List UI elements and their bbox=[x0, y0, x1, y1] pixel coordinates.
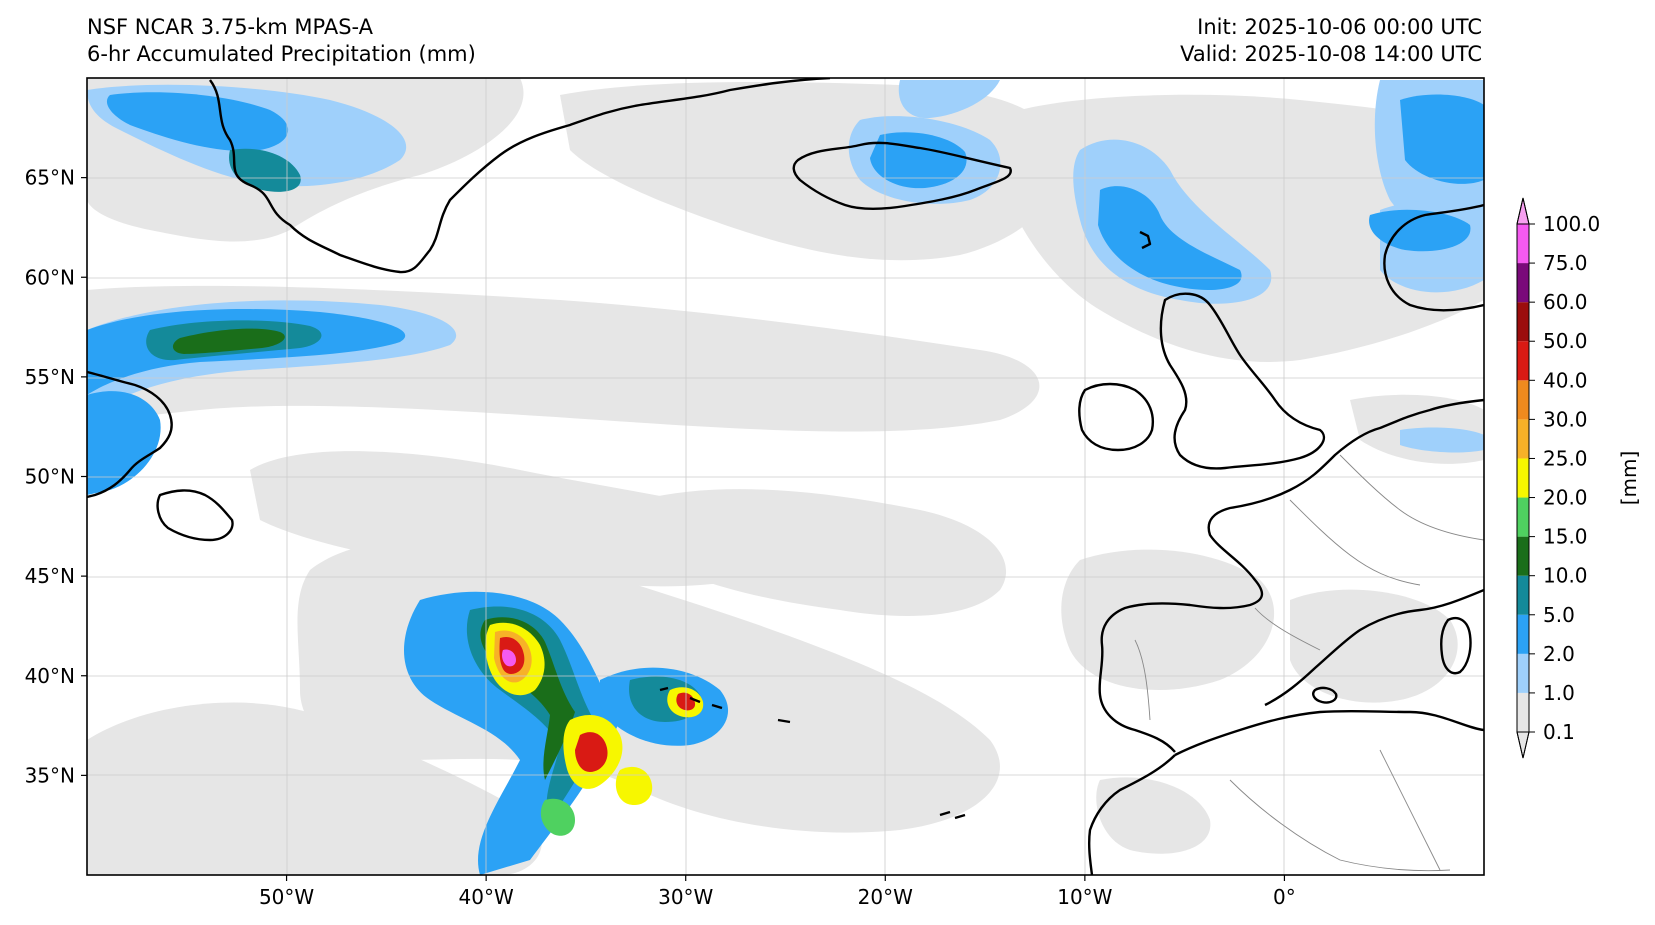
colorbar-segment bbox=[1517, 302, 1529, 342]
labrador-coast bbox=[87, 370, 173, 499]
colorbar-tick-label: 40.0 bbox=[1543, 368, 1588, 392]
lat-tick-label: 35°N bbox=[25, 763, 75, 787]
valid-time: Valid: 2025-10-08 14:00 UTC bbox=[1180, 42, 1482, 66]
lat-axis: 65°N 60°N 55°N 50°N 45°N 40°N 35°N bbox=[25, 166, 87, 787]
lon-tick-label: 10°W bbox=[1057, 885, 1112, 909]
colorbar-segment bbox=[1517, 497, 1529, 537]
lon-tick-label: 30°W bbox=[658, 885, 713, 909]
lon-tick-label: 40°W bbox=[459, 885, 514, 909]
colorbar-extend-max bbox=[1516, 197, 1530, 225]
colorbar-segment bbox=[1517, 614, 1529, 654]
lon-tick-label: 50°W bbox=[259, 885, 314, 909]
colorbar-tick-label: 5.0 bbox=[1543, 603, 1575, 627]
colorbar-segment bbox=[1517, 419, 1529, 459]
ireland-coast bbox=[1078, 382, 1154, 452]
azores-coast bbox=[659, 686, 791, 724]
field-title: 6-hr Accumulated Precipitation (mm) bbox=[87, 42, 476, 66]
model-title: NSF NCAR 3.75-km MPAS-A bbox=[87, 15, 374, 39]
colorbar-tick-label: 10.0 bbox=[1543, 564, 1588, 588]
colorbar-segment bbox=[1517, 653, 1529, 693]
colorbar-segment bbox=[1517, 263, 1529, 303]
init-time: Init: 2025-10-06 00:00 UTC bbox=[1197, 15, 1482, 39]
balearic-coast bbox=[1312, 686, 1338, 704]
colorbar-unit-label: [mm] bbox=[1617, 451, 1641, 506]
colorbar-tick-label: 75.0 bbox=[1543, 251, 1588, 275]
colorbar-tick-label: 15.0 bbox=[1543, 525, 1588, 549]
lon-axis: 50°W 40°W 30°W 20°W 10°W 0° bbox=[259, 875, 1296, 909]
mediterranean-north-coast bbox=[1264, 588, 1484, 707]
colorbar-extend-min bbox=[1516, 731, 1530, 759]
country-borders bbox=[1134, 454, 1484, 872]
sardinia-coast bbox=[1440, 616, 1472, 675]
colorbar-segment bbox=[1517, 692, 1529, 732]
colorbar-tick-label: 1.0 bbox=[1543, 681, 1575, 705]
lat-tick-label: 55°N bbox=[25, 365, 75, 389]
canary-coast bbox=[939, 810, 966, 820]
colorbar-tick-label: 30.0 bbox=[1543, 407, 1588, 431]
lat-tick-label: 65°N bbox=[25, 166, 75, 190]
colorbar-segment bbox=[1517, 341, 1529, 381]
colorbar-segment bbox=[1517, 380, 1529, 420]
coastlines bbox=[87, 78, 1484, 875]
africa-north-coast bbox=[1174, 709, 1484, 757]
africa-west-coast bbox=[1087, 754, 1176, 875]
britain-coast bbox=[1159, 292, 1326, 470]
greenland-coast bbox=[209, 78, 831, 274]
lat-tick-label: 40°N bbox=[25, 664, 75, 688]
colorbar-segment bbox=[1517, 458, 1529, 498]
newfoundland-coast bbox=[156, 489, 234, 542]
colorbar: 0.1 1.0 2.0 5.0 10.0 15.0 20.0 25.0 30.0 40.0 50.0… bbox=[1516, 197, 1600, 759]
lon-tick-label: 20°W bbox=[858, 885, 913, 909]
map-area bbox=[87, 78, 1484, 875]
lon-tick-label: 0° bbox=[1273, 885, 1296, 909]
colorbar-tick-label: 25.0 bbox=[1543, 446, 1588, 470]
europe-west-coast bbox=[1098, 398, 1484, 753]
colorbar-tick-label: 20.0 bbox=[1543, 486, 1588, 510]
lat-tick-label: 50°N bbox=[25, 465, 75, 489]
faroe-coast bbox=[1139, 230, 1152, 250]
time-block: Init: 2025-10-06 00:00 UTC Valid: 2025-1… bbox=[1180, 14, 1482, 68]
colorbar-segment bbox=[1517, 575, 1529, 615]
norway-coast bbox=[1383, 203, 1484, 312]
colorbar-tick-label: 60.0 bbox=[1543, 290, 1588, 314]
colorbar-segment bbox=[1517, 224, 1529, 264]
iceland-coast bbox=[792, 141, 1012, 211]
colorbar-tick-label: 100.0 bbox=[1543, 212, 1600, 236]
lat-tick-label: 60°N bbox=[25, 265, 75, 289]
colorbar-tick-label: 0.1 bbox=[1543, 720, 1575, 744]
colorbar-tick-label: 50.0 bbox=[1543, 329, 1588, 353]
title-block: NSF NCAR 3.75-km MPAS-A 6-hr Accumulated… bbox=[87, 14, 476, 68]
lat-tick-label: 45°N bbox=[25, 564, 75, 588]
colorbar-tick-label: 2.0 bbox=[1543, 642, 1575, 666]
colorbar-segment bbox=[1517, 536, 1529, 576]
